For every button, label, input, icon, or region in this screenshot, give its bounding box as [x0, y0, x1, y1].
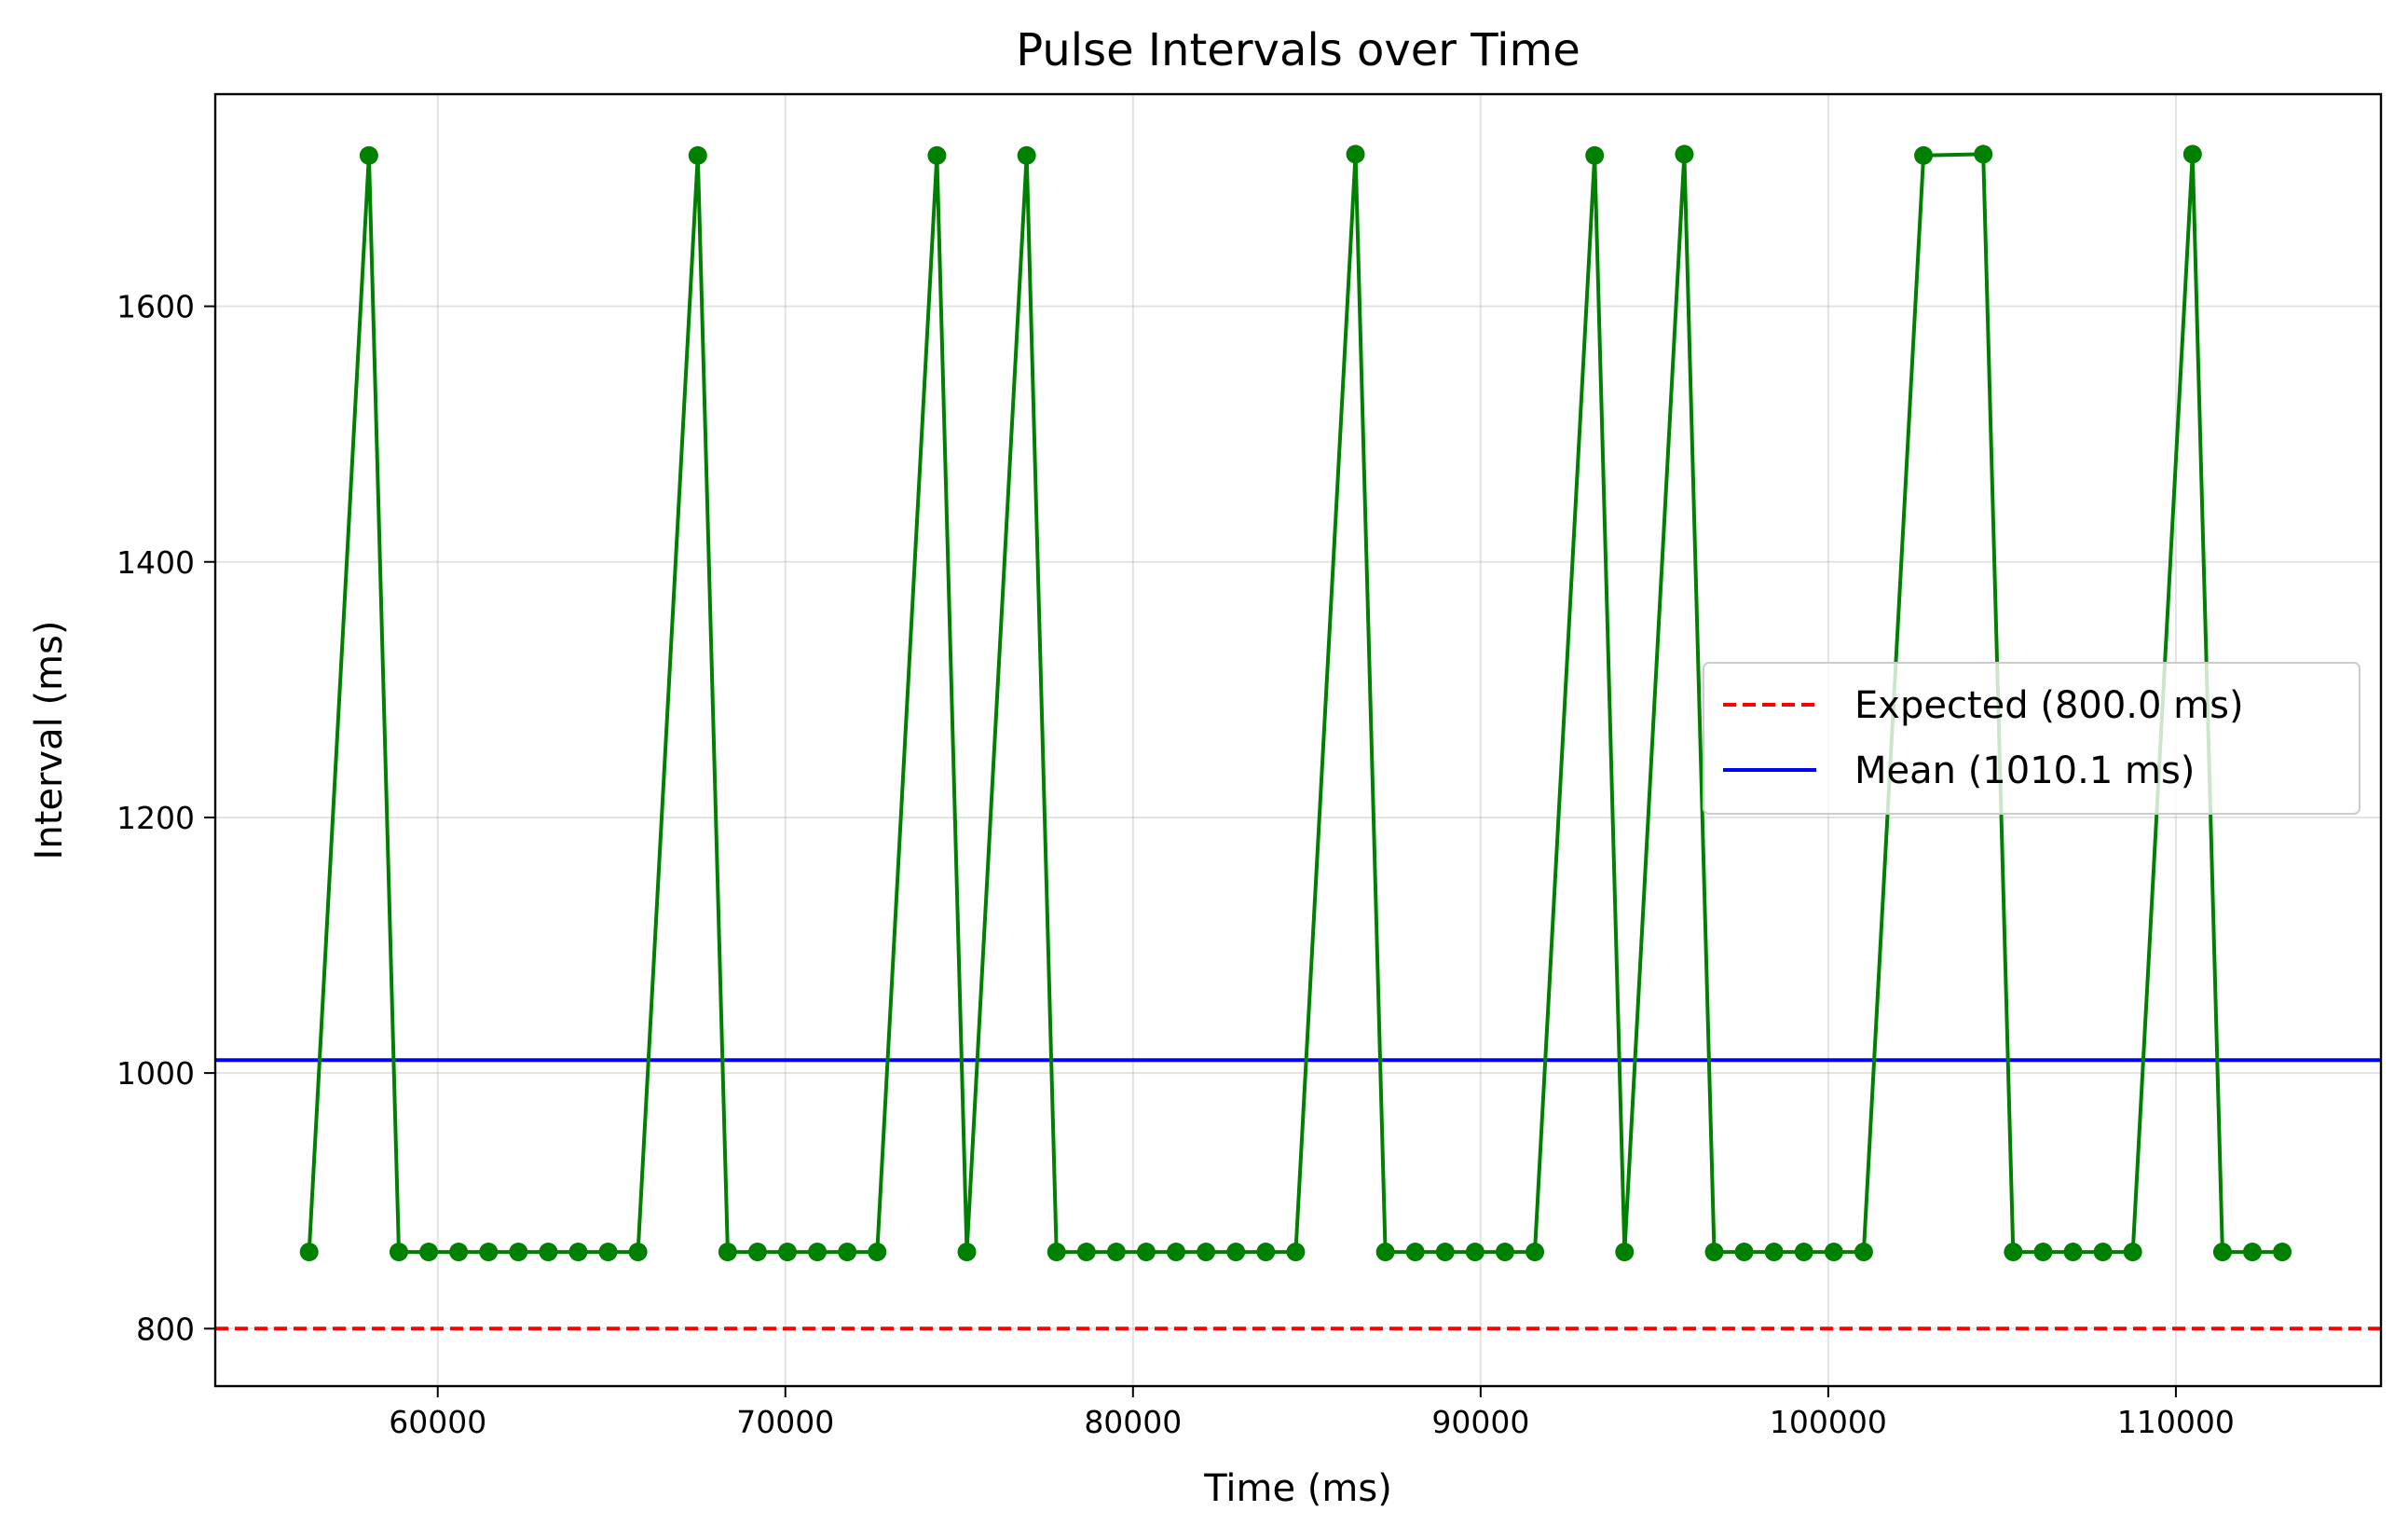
interval-point [1854, 1243, 1873, 1262]
y-axis-title: Interval (ms) [28, 621, 71, 860]
interval-point [957, 1243, 977, 1262]
interval-point [778, 1243, 798, 1262]
interval-point [1615, 1243, 1635, 1262]
interval-point [868, 1243, 887, 1262]
interval-point [1495, 1243, 1514, 1262]
interval-point [1585, 145, 1605, 165]
interval-point [419, 1243, 439, 1262]
y-tick-label: 800 [136, 1311, 195, 1347]
interval-point [1526, 1243, 1545, 1262]
interval-point [1465, 1243, 1484, 1262]
y-tick-label: 1000 [116, 1055, 195, 1092]
legend-box [1703, 662, 2360, 815]
interval-point [1197, 1243, 1216, 1262]
interval-point [2004, 1243, 2023, 1262]
y-axis-ticks: 800 1000 1200 1400 1600 [116, 289, 215, 1347]
x-tick-label: 60000 [389, 1404, 486, 1440]
interval-point [1167, 1243, 1186, 1262]
interval-point [1226, 1243, 1246, 1262]
x-axis-title: Time (ms) [1203, 1467, 1392, 1510]
interval-point [1435, 1243, 1455, 1262]
interval-point [2063, 1243, 2083, 1262]
interval-point [1286, 1243, 1306, 1262]
interval-point [568, 1243, 588, 1262]
interval-point [2242, 1243, 2262, 1262]
x-tick-label: 90000 [1431, 1404, 1529, 1440]
x-tick-label: 100000 [1770, 1404, 1887, 1440]
legend-mean-label: Mean (1010.1 ms) [1854, 749, 2195, 792]
x-tick-label: 110000 [2117, 1404, 2235, 1440]
interval-point [1405, 1243, 1425, 1262]
interval-point [1076, 1243, 1096, 1262]
interval-point [1047, 1243, 1066, 1262]
interval-point [389, 1243, 408, 1262]
interval-point [927, 145, 947, 165]
interval-point [539, 1243, 558, 1262]
interval-point [2033, 1243, 2053, 1262]
interval-point [2182, 144, 2202, 164]
interval-point [1375, 1243, 1395, 1262]
legend: Expected (800.0 ms) Mean (1010.1 ms) [1703, 662, 2360, 815]
y-tick-label: 1200 [116, 800, 195, 836]
data-series [299, 144, 2292, 1262]
interval-point [747, 1243, 767, 1262]
interval-point [628, 1243, 648, 1262]
interval-point [2212, 1243, 2232, 1262]
interval-point [1256, 1243, 1276, 1262]
interval-point [2123, 1243, 2142, 1262]
interval-point [838, 1243, 857, 1262]
chart-title: Pulse Intervals over Time [1016, 24, 1580, 76]
interval-point [1764, 1243, 1784, 1262]
interval-point [1346, 144, 1365, 164]
y-tick-label: 1400 [116, 544, 195, 581]
interval-point [1794, 1243, 1813, 1262]
interval-point [1974, 144, 1993, 164]
interval-point [1704, 1243, 1724, 1262]
interval-point [479, 1243, 499, 1262]
interval-point [598, 1243, 618, 1262]
interval-point [808, 1243, 828, 1262]
interval-point [509, 1243, 528, 1262]
interval-point [2093, 1243, 2113, 1262]
interval-point [688, 145, 707, 165]
interval-point [1914, 145, 1934, 165]
interval-point [1675, 144, 1694, 164]
x-tick-label: 70000 [736, 1404, 834, 1440]
legend-expected-label: Expected (800.0 ms) [1854, 684, 2244, 727]
interval-point [1824, 1243, 1843, 1262]
interval-point [1106, 1243, 1126, 1262]
y-tick-label: 1600 [116, 289, 195, 325]
plot-area-frame [213, 92, 2383, 1388]
interval-point [449, 1243, 469, 1262]
interval-point [2273, 1243, 2292, 1262]
x-axis-ticks: 60000 70000 80000 90000 100000 110000 [389, 1386, 2235, 1440]
x-tick-label: 80000 [1084, 1404, 1182, 1440]
interval-point [718, 1243, 737, 1262]
interval-point [1017, 145, 1036, 165]
interval-point [1734, 1243, 1754, 1262]
interval-point [1136, 1243, 1156, 1262]
interval-point [299, 1243, 319, 1262]
interval-point [359, 145, 378, 165]
reference-lines [215, 1058, 2381, 1331]
